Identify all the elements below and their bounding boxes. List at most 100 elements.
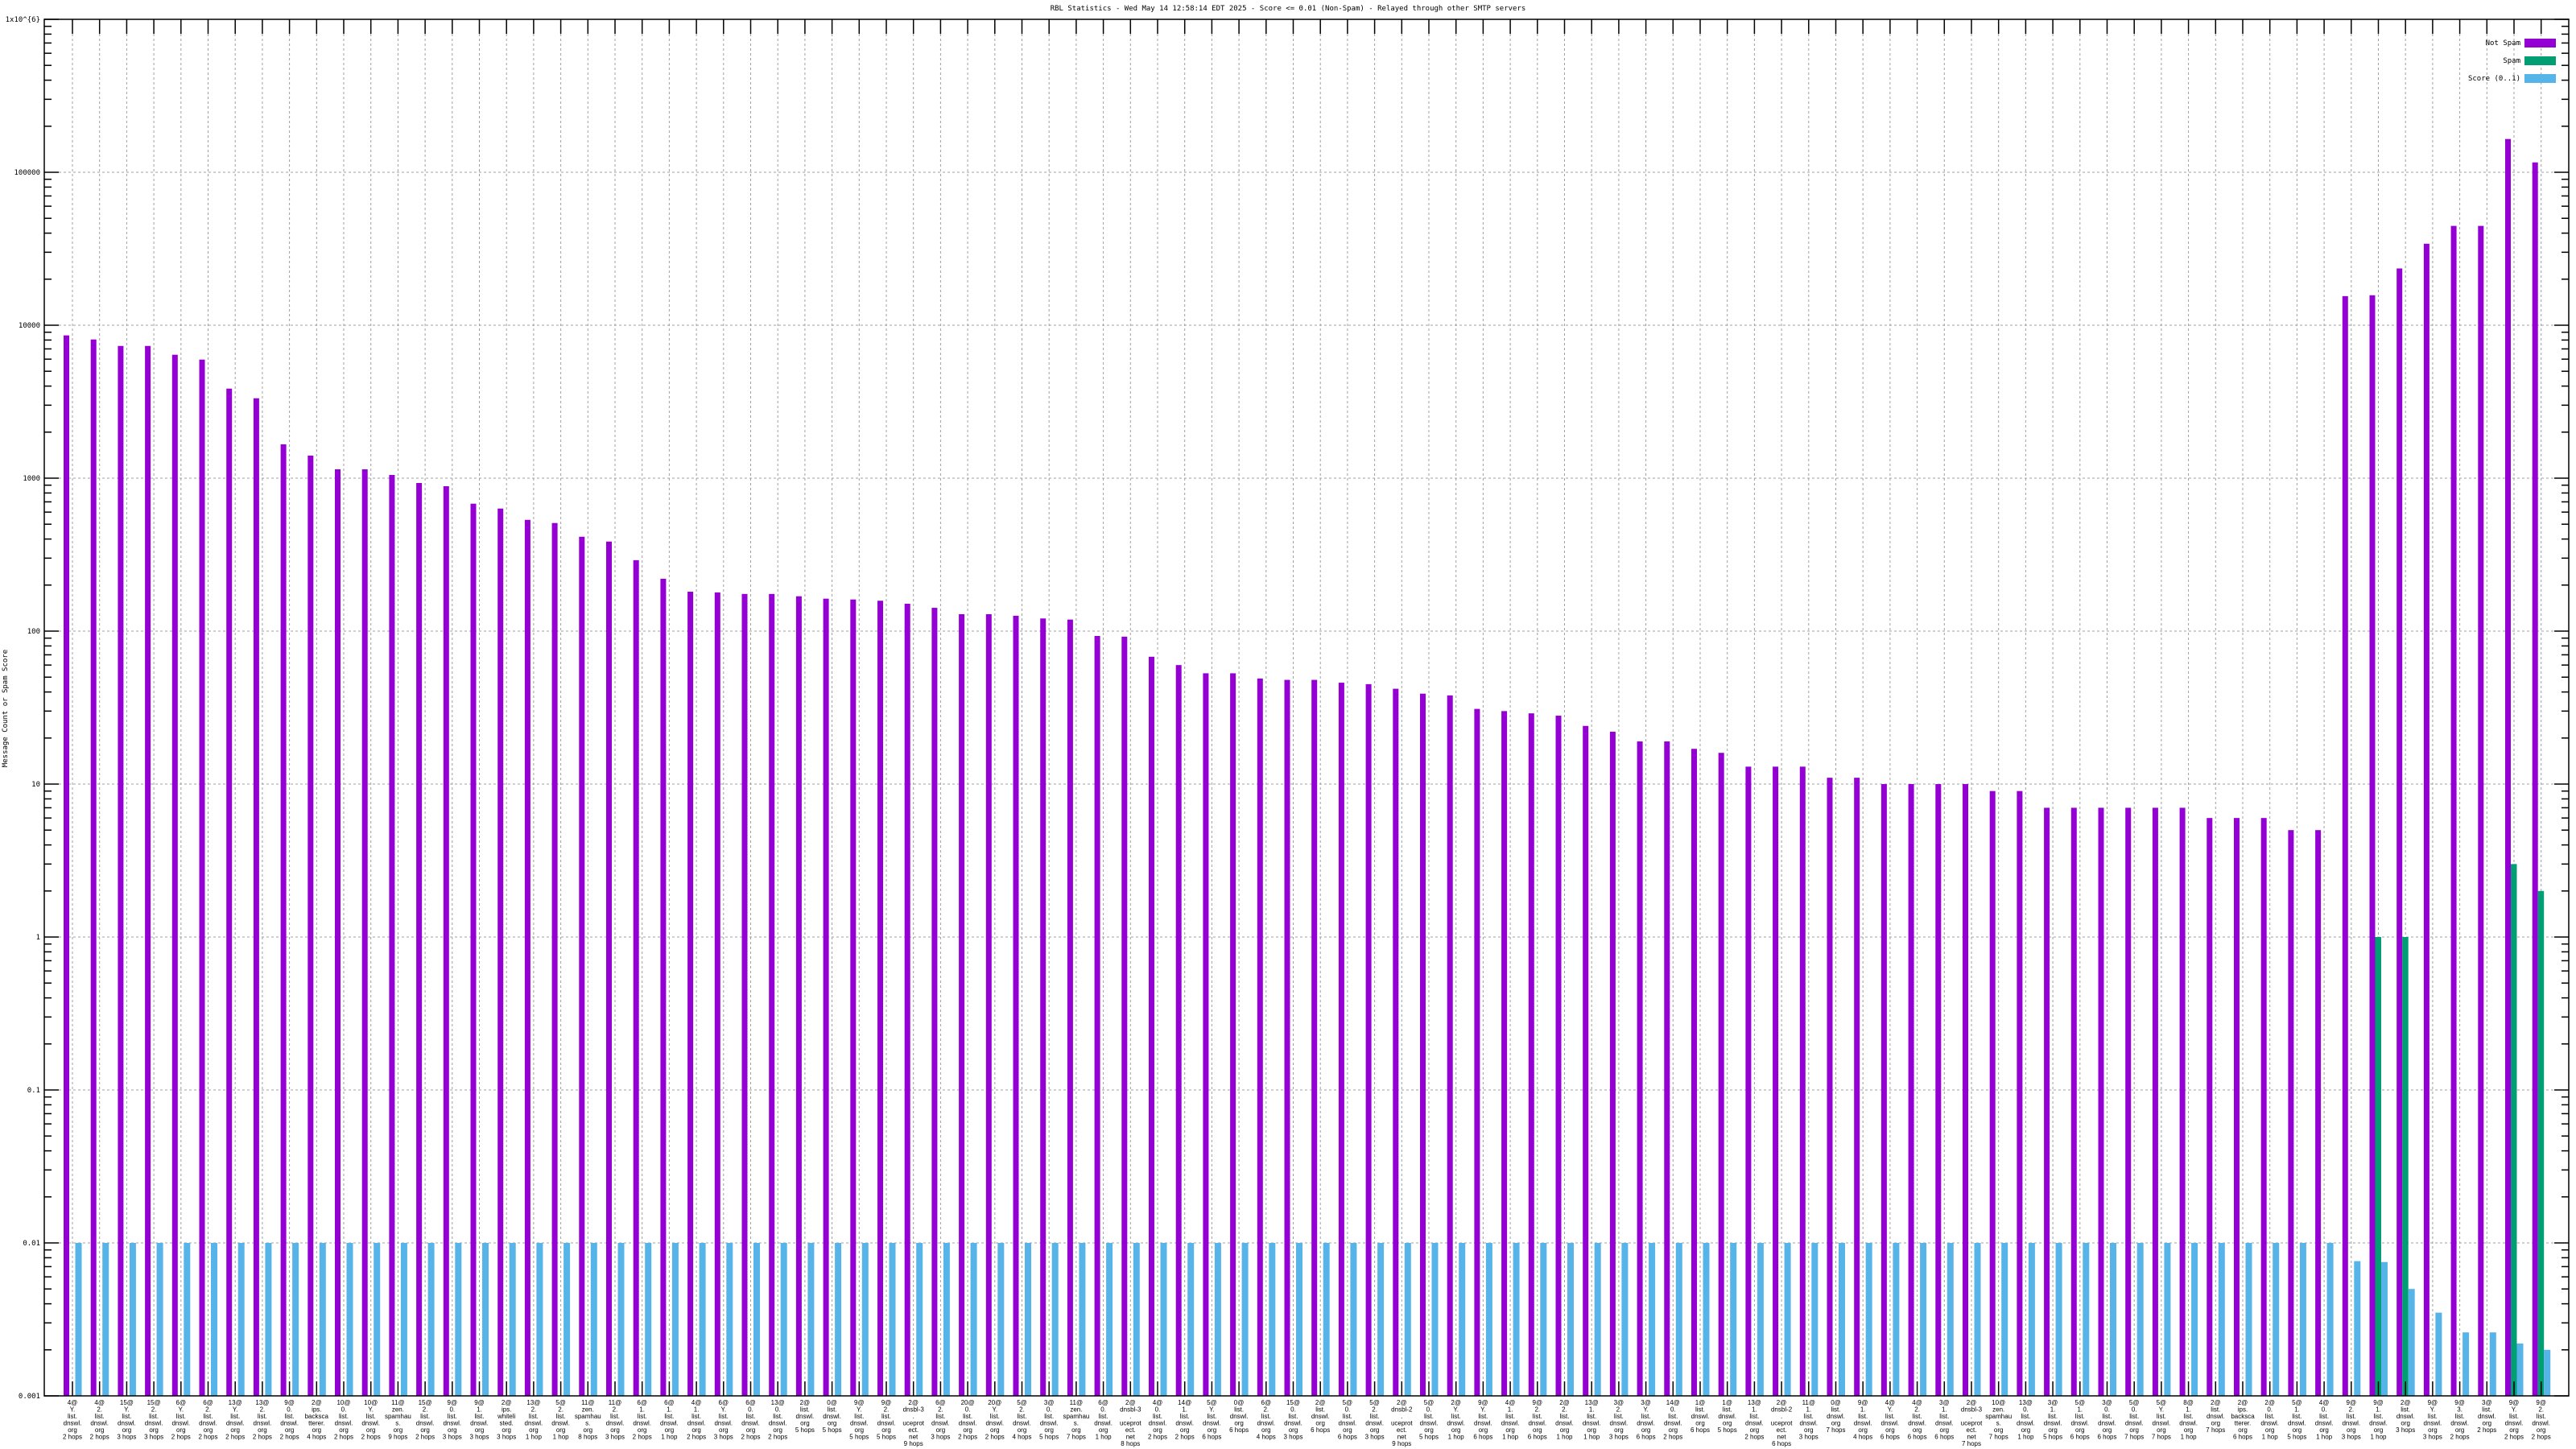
x-tick-label: 4@ Y. list. dnswl. org 2 hops xyxy=(63,1399,82,1441)
x-tick-label-line: 3 hops xyxy=(1365,1434,1385,1441)
x-tick-label-line: dnswl. xyxy=(2315,1420,2334,1427)
x-tick-label: 2@ list. dnswl. org 5 hops xyxy=(795,1399,815,1434)
x-tick-label-line: 2 hops xyxy=(2532,1434,2551,1441)
score-bar xyxy=(2110,1243,2116,1396)
x-tick-label-line: 2 hops xyxy=(225,1434,245,1441)
x-tick-label: 5@ 1. list. dnswl. org 6 hops xyxy=(2070,1399,2090,1441)
x-tick-label-line: dnswl. xyxy=(741,1420,760,1427)
x-tick-label: 0@ list. dnswl. org 7 hops xyxy=(1826,1399,1845,1434)
y-tick-label: 1 xyxy=(36,934,40,942)
x-tick-label-line: 2 hops xyxy=(1148,1434,1167,1441)
not-spam-bar xyxy=(199,359,205,1396)
x-tick-label-line: 2 hops xyxy=(415,1434,435,1441)
x-tick-label-line: list. xyxy=(176,1413,186,1420)
x-tick-label-line: 2@ xyxy=(1125,1399,1136,1406)
x-tick-label-line: 5@ xyxy=(1369,1399,1380,1406)
score-bar xyxy=(2435,1312,2442,1396)
x-tick-label-line: list. xyxy=(420,1413,430,1420)
x-tick-label-line: 9@ xyxy=(448,1399,458,1406)
x-tick-label-line: dnswl. xyxy=(226,1420,245,1427)
x-tick-label-line: org xyxy=(1153,1426,1162,1434)
x-tick-label: 3@ Y. list. dnswl. org 6 hops xyxy=(1637,1399,1656,1441)
x-tick-label-line: 1. xyxy=(694,1406,700,1414)
x-tick-label-line: 6@ xyxy=(176,1399,187,1406)
score-bar xyxy=(2218,1243,2225,1396)
x-tick-label-line: . xyxy=(913,1413,914,1420)
not-spam-bar xyxy=(470,503,477,1396)
not-spam-bar xyxy=(1691,749,1697,1396)
x-tick-label-line: 13@ xyxy=(255,1399,269,1406)
x-tick-label-line: org xyxy=(719,1426,729,1434)
x-tick-label-line: 9@ xyxy=(2454,1399,2465,1406)
score-bar xyxy=(156,1243,163,1396)
x-tick-label-line: 2. xyxy=(151,1406,157,1414)
x-tick-label-line: org xyxy=(2021,1426,2031,1434)
score-bar xyxy=(1404,1243,1411,1396)
x-tick-label: 9@ 0. list. dnswl. org 3 hops xyxy=(443,1399,462,1441)
x-tick-label-line: list. xyxy=(95,1413,105,1420)
x-tick-label-line: org xyxy=(204,1426,213,1434)
score-bar xyxy=(2381,1261,2388,1396)
score-bar xyxy=(2462,1332,2470,1396)
x-tick-label-line: list. xyxy=(800,1406,810,1414)
x-tick-label-line: ips. xyxy=(2238,1406,2248,1414)
x-tick-label-line: net xyxy=(1777,1434,1787,1441)
x-tick-label-line: list. xyxy=(475,1413,485,1420)
x-tick-label: 5@ 0. list. dnswl. org 6 hops xyxy=(1338,1399,1357,1441)
x-tick-label-line: org xyxy=(855,1426,865,1434)
y-axis-label: Message Count or Spam Score xyxy=(2,650,10,767)
x-tick-label-line: 9@ xyxy=(2536,1399,2546,1406)
x-tick-label-line: 4@ xyxy=(1885,1399,1896,1406)
x-tick-label-line: 5 hops xyxy=(2043,1434,2062,1441)
x-tick-label-line: 13@ xyxy=(1748,1399,1761,1406)
not-spam-bar xyxy=(633,559,639,1396)
x-tick-label-line: 2 hops xyxy=(687,1434,706,1441)
score-bar xyxy=(2245,1243,2252,1396)
x-tick-label-line: dnswl. xyxy=(551,1420,570,1427)
y-tick-label: 10000 xyxy=(19,322,40,330)
y-tick-labels: 1x10^{6} 100000 10000 1000 100 10 1 0.1 0.01 0.00… xyxy=(6,16,40,1401)
x-tick-label-line: org xyxy=(475,1426,485,1434)
x-tick-label-line: 1@ xyxy=(1695,1399,1706,1406)
x-tick-label-line: 2@ xyxy=(2211,1399,2221,1406)
not-spam-bar xyxy=(1365,683,1372,1396)
score-bar xyxy=(2001,1243,2008,1396)
score-bar xyxy=(1946,1243,1954,1396)
x-tick-label-line: dnswl. xyxy=(2505,1420,2524,1427)
x-tick-label-line: 3 hops xyxy=(117,1434,136,1441)
x-tick-label-line: 9@ xyxy=(2509,1399,2520,1406)
x-tick-label-line: list. xyxy=(1478,1413,1488,1420)
x-tick-label-line: dnswl. xyxy=(823,1413,841,1420)
not-spam-bar xyxy=(2234,818,2240,1396)
x-tick-label-line: list. xyxy=(2184,1413,2194,1420)
x-tick-label-line: 1 hop xyxy=(526,1434,543,1441)
x-tick-label-line: dnswl. xyxy=(1854,1420,1872,1427)
x-tick-label-line: . xyxy=(1781,1413,1782,1420)
x-tick-label-line: list. xyxy=(2428,1413,2438,1420)
x-tick-label: 2@ ips. backsca tterer. org 6 hops xyxy=(2231,1399,2255,1441)
x-tick-label-line: dnswl. xyxy=(1257,1420,1275,1427)
x-tick-label-line: 3. xyxy=(2457,1406,2462,1414)
not-spam-bar xyxy=(2288,830,2294,1396)
score-bar xyxy=(237,1243,245,1396)
x-tick-label-line: 6 hops xyxy=(1637,1434,1656,1441)
not-spam-bar xyxy=(2207,818,2213,1396)
x-tick-label-line: org xyxy=(691,1426,701,1434)
x-tick-label-line: dnswl. xyxy=(1827,1413,1845,1420)
x-tick-label-line: 3 hops xyxy=(1799,1434,1818,1441)
x-tick-label-line: 6 hops xyxy=(1690,1426,1710,1434)
x-tick-label-line: dnswl. xyxy=(416,1420,435,1427)
not-spam-bar xyxy=(2315,830,2322,1396)
x-tick-label-line: list. xyxy=(854,1413,864,1420)
x-tick-label: 9@ 1. list. dnswl. org 3 hops xyxy=(469,1399,489,1441)
x-tick-label-line: 7 hops xyxy=(2152,1434,2171,1441)
x-tick-label-line: dnswl. xyxy=(1420,1420,1439,1427)
x-tick-label: 11@ zen. spamhau s. org 8 hops xyxy=(575,1399,601,1441)
x-tick-label-line: 1 hop xyxy=(1096,1434,1113,1441)
x-tick-label-line: 1. xyxy=(1942,1406,1947,1414)
x-tick-label-line: org xyxy=(1750,1426,1760,1434)
x-tick-label-line: dnswl. xyxy=(1013,1420,1031,1427)
x-tick-label-line: org xyxy=(1695,1420,1705,1427)
x-tick-label-line: 5@ xyxy=(1017,1399,1027,1406)
x-tick-label-line: 6@ xyxy=(935,1399,946,1406)
